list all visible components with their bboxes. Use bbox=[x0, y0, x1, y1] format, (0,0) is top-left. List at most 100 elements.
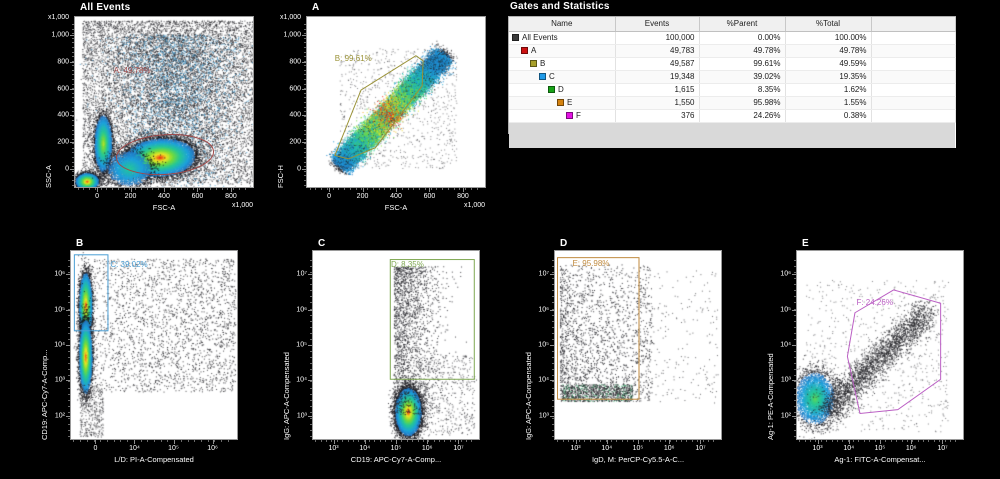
x-minor-tick bbox=[361, 188, 363, 190]
plot-title-plot-b: B bbox=[76, 238, 84, 249]
stats-row[interactable]: F 376 24.26% 0.38% bbox=[509, 109, 956, 123]
y-tick-label: 400 bbox=[57, 111, 69, 119]
plot-panel-all-events[interactable]: All Events A: 49.78% 0 200 400 600 800 0 200 400 6… bbox=[30, 2, 254, 217]
plot-canvas-plot-c[interactable] bbox=[312, 250, 480, 440]
x-tick bbox=[911, 440, 913, 444]
gate-label-D[interactable]: D: 8.35% bbox=[390, 260, 424, 270]
gate-label-E[interactable]: E: 95.98% bbox=[572, 258, 610, 268]
plot-canvas-plot-d[interactable] bbox=[554, 250, 722, 440]
plot-canvas-plot-a[interactable] bbox=[306, 16, 486, 188]
x-tick-label: 10⁴ bbox=[129, 445, 140, 452]
y-minor-tick bbox=[304, 111, 306, 113]
y-minor-tick bbox=[72, 166, 74, 168]
col-header-blank[interactable] bbox=[871, 17, 956, 32]
plot-canvas-plot-e[interactable] bbox=[796, 250, 964, 440]
gate-overlay-D[interactable] bbox=[313, 251, 480, 440]
stats-filler-cell bbox=[615, 135, 699, 148]
stats-row[interactable]: B 49,587 99.61% 49.59% bbox=[509, 57, 956, 71]
y-minor-tick bbox=[310, 405, 312, 407]
x-tick-label: 10⁴ bbox=[359, 445, 371, 452]
col-header-total-pct[interactable]: %Total bbox=[785, 17, 872, 32]
gate-overlay-E[interactable] bbox=[555, 251, 722, 440]
stats-row[interactable]: D 1,615 8.35% 1.62% bbox=[509, 83, 956, 97]
gate-name-label: A bbox=[531, 46, 537, 55]
plot-panel-plot-d[interactable]: D E: 95.98% 10³ 10⁴ 10⁵ 10⁶ 10⁷ 10³ 10⁴ 10⁵ 10⁶ 10⁷… bbox=[514, 238, 729, 474]
plot-canvas-plot-b[interactable] bbox=[70, 250, 238, 440]
y-minor-tick bbox=[794, 284, 796, 286]
x-minor-tick bbox=[342, 440, 344, 442]
x-tick bbox=[164, 188, 165, 192]
stats-row[interactable]: A 49,783 49.78% 49.78% bbox=[509, 44, 956, 58]
x-minor-tick bbox=[332, 188, 334, 190]
x-minor-tick bbox=[417, 440, 419, 442]
gate-label-F[interactable]: F: 24.26% bbox=[856, 298, 893, 308]
plot-canvas-all-events[interactable] bbox=[74, 16, 254, 188]
gate-overlay-A[interactable] bbox=[75, 17, 254, 188]
gate-label-C[interactable]: C: 39.02% bbox=[110, 260, 148, 270]
y-minor-tick bbox=[310, 357, 312, 359]
y-minor-tick bbox=[72, 56, 74, 58]
col-header-events[interactable]: Events bbox=[615, 17, 700, 32]
y-minor-tick bbox=[304, 33, 306, 35]
gate-overlay-F[interactable] bbox=[797, 251, 964, 440]
x-minor-tick bbox=[146, 188, 148, 190]
x-tick-label: 200 bbox=[124, 193, 137, 200]
y-tick-label: 10⁵ bbox=[538, 341, 549, 349]
gate-label-A[interactable]: A: 49.78% bbox=[113, 65, 151, 75]
gate-outline-B[interactable] bbox=[334, 55, 424, 160]
col-header-parent-pct[interactable]: %Parent bbox=[699, 17, 786, 32]
x-tick-label: 800 bbox=[457, 193, 469, 200]
gate-color-swatch bbox=[512, 34, 519, 41]
y-minor-tick bbox=[304, 147, 306, 149]
stats-table-container[interactable]: Name Events %Parent %Total All Events 100… bbox=[508, 16, 956, 148]
gate-outline-D[interactable] bbox=[389, 259, 475, 380]
x-minor-tick bbox=[573, 440, 575, 442]
gate-outline-C[interactable] bbox=[73, 254, 109, 332]
stats-row[interactable]: E 1,550 95.98% 1.55% bbox=[509, 96, 956, 110]
x-minor-tick bbox=[175, 188, 177, 190]
y-tick bbox=[302, 62, 306, 63]
stats-filler-cell bbox=[509, 122, 615, 135]
y-minor-tick bbox=[794, 351, 796, 353]
col-header-name[interactable]: Name bbox=[509, 17, 616, 32]
y-minor-tick bbox=[552, 430, 554, 432]
y-tick-label: 10² bbox=[54, 412, 65, 420]
x-minor-tick bbox=[80, 440, 82, 442]
y-minor-tick bbox=[68, 296, 70, 298]
gate-outline-E[interactable] bbox=[557, 257, 640, 400]
y-minor-tick bbox=[794, 405, 796, 407]
y-minor-tick bbox=[794, 430, 796, 432]
gate-overlay-C[interactable] bbox=[71, 251, 238, 440]
plot-panel-plot-a[interactable]: A B: 99.61% 0 200 400 600 800 0 200 400 600 800 1,00… bbox=[270, 2, 486, 217]
y-minor-tick bbox=[310, 424, 312, 426]
y-minor-tick bbox=[794, 375, 796, 377]
x-minor-tick bbox=[214, 440, 216, 442]
x-minor-tick bbox=[207, 440, 209, 442]
plot-panel-plot-b[interactable]: B C: 39.02% 0 10⁴ 10⁵ 10⁶ 10² 10³ 10⁴ 10⁵ 10⁶ L/D: … bbox=[30, 238, 240, 474]
y-minor-tick bbox=[794, 338, 796, 340]
plot-panel-plot-c[interactable]: C D: 8.35% 10³ 10⁴ 10⁵ 10⁶ 10⁷ 10³ 10⁴ 10⁵ 10⁶ 10⁷ C… bbox=[272, 238, 487, 474]
y-minor-tick bbox=[72, 134, 74, 136]
y-tick-label: 10⁵ bbox=[54, 306, 65, 314]
y-minor-tick bbox=[304, 74, 306, 76]
x-minor-tick bbox=[638, 440, 639, 442]
y-minor-tick bbox=[310, 308, 312, 310]
stats-table[interactable]: Name Events %Parent %Total All Events 100… bbox=[509, 17, 956, 148]
gate-outline-A[interactable] bbox=[115, 131, 215, 177]
plot-panel-plot-e[interactable]: E F: 24.26% 10³ 10⁴ 10⁵ 10⁶ 10⁷ 10² 10³ 10⁴ 10⁵ 10⁶… bbox=[756, 238, 971, 474]
gate-label-B[interactable]: B: 99.61% bbox=[334, 53, 372, 63]
y-minor-tick bbox=[68, 320, 70, 322]
x-minor-tick bbox=[923, 440, 924, 442]
y-minor-tick bbox=[68, 290, 70, 292]
gate-outline-F[interactable] bbox=[846, 289, 942, 414]
y-minor-tick bbox=[304, 152, 306, 154]
x-tick-label: 10⁵ bbox=[390, 445, 402, 452]
x-minor-tick bbox=[611, 440, 613, 442]
y-minor-tick bbox=[310, 436, 312, 438]
stats-row[interactable]: All Events 100,000 0.00% 100.00% bbox=[509, 31, 956, 45]
x-minor-tick bbox=[73, 440, 75, 442]
gate-overlay-B[interactable] bbox=[307, 17, 486, 188]
x-minor-tick bbox=[584, 440, 586, 442]
stats-row[interactable]: C 19,348 39.02% 19.35% bbox=[509, 70, 956, 84]
x-minor-tick bbox=[390, 188, 392, 190]
